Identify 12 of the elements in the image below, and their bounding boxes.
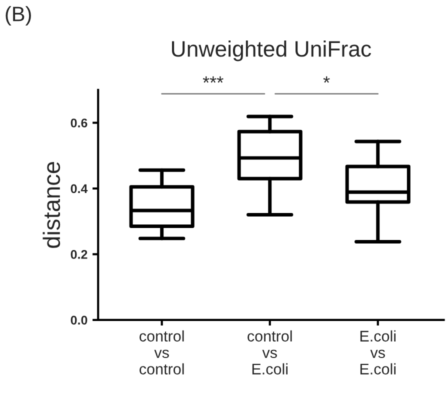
text: *** — [202, 76, 224, 83]
text: (B) — [6, 6, 31, 26]
chart-title: Unweighted UniFrac — [172, 40, 372, 62]
y-tick-label: 0.2 — [70, 250, 88, 259]
y-tick-label: 0.4 — [70, 184, 88, 194]
y-tick-label: 0.0 — [70, 316, 88, 325]
y-axis-title: distance — [42, 162, 60, 248]
text: * — [323, 76, 330, 83]
x-tick-label: control vs E.coli — [248, 330, 292, 374]
y-tick-label: 0.6 — [70, 118, 88, 128]
x-tick-label: control vs control — [140, 330, 184, 374]
x-tick-label: E.coli vs E.coli — [360, 330, 396, 374]
